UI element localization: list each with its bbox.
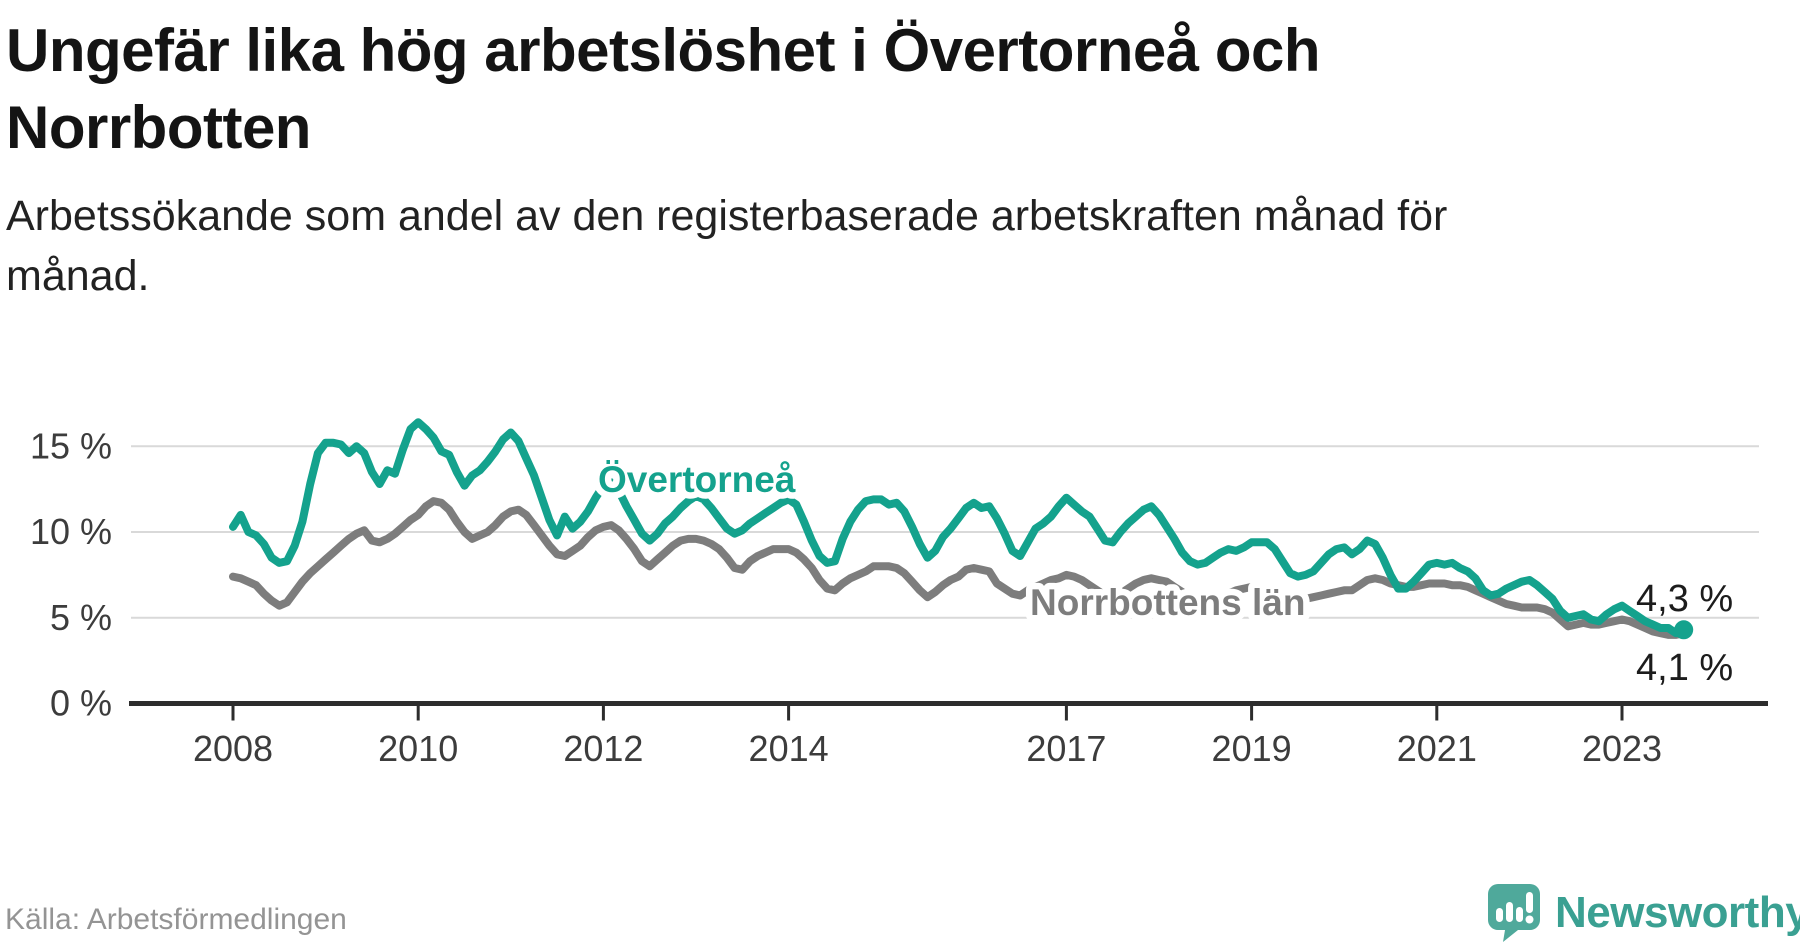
y-tick-label: 0 % [50,683,112,724]
page-subtitle: Arbetssökande som andel av den registerb… [6,192,1448,300]
y-tick-label: 5 % [50,597,112,638]
norrbottens-lan-line [229,497,1688,639]
newsworthy-brand-text: Newsworthy [1555,888,1800,937]
norrbottens-lan-end-value-label: 4,1 % [1636,647,1733,689]
newsworthy-logo-icon [1488,884,1540,942]
source-text: Källa: Arbetsförmedlingen [5,903,347,936]
x-tick-label: 2021 [1397,728,1477,769]
series-end-dot [1674,620,1694,640]
overtornea-series-label: Övertorneå [598,459,796,500]
x-tick-label: 2019 [1212,728,1292,769]
overtornea-line [229,418,1688,638]
x-tick-label: 2012 [563,728,643,769]
newsworthy-logo: Newsworthy [1488,884,1800,942]
x-tick-label: 2008 [193,728,273,769]
series-lines [229,418,1688,639]
x-tick-label: 2023 [1582,728,1662,769]
x-axis: 2008 2010 2012 2014 2017 2019 2021 2023 [129,701,1768,769]
y-axis-labels: 0 % 5 % 10 % 15 % [30,425,112,723]
y-tick-label: 10 % [30,511,112,552]
y-tick-label: 15 % [30,425,112,466]
x-tick-label: 2010 [378,728,458,769]
norrbottens-lan-series-label: Norrbottens län [1030,582,1305,623]
overtornea-end-value-label: 4,3 % [1636,578,1733,620]
page-title: Ungefär lika hög arbetslöshet i Övertorn… [6,17,1321,161]
overtornea-end-dot [1674,620,1694,640]
x-tick-label: 2014 [749,728,829,769]
x-tick-label: 2017 [1026,728,1106,769]
